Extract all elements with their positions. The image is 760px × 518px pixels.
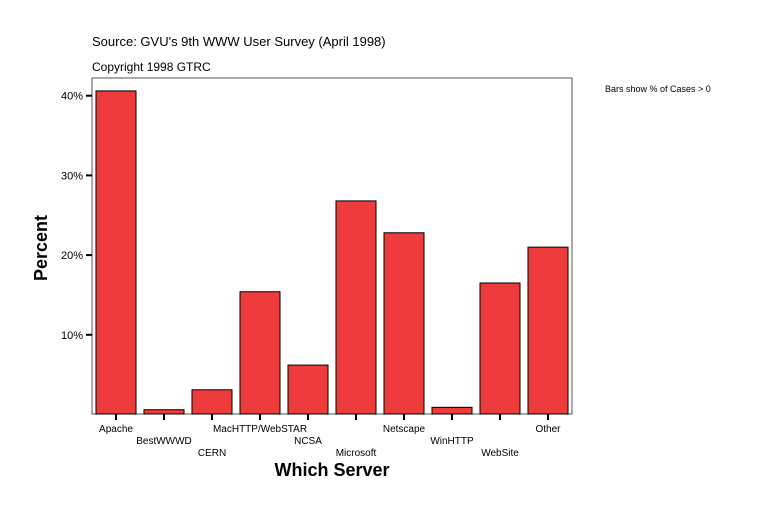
bar: [239, 291, 281, 415]
y-axis-title: Percent: [31, 215, 51, 281]
bar: [143, 409, 185, 415]
copyright-text: Copyright 1998 GTRC: [92, 60, 211, 74]
x-tick-label: BestWWWD: [136, 436, 192, 447]
bar: [335, 200, 377, 415]
bar: [479, 282, 521, 415]
x-axis-title: Which Server: [274, 460, 389, 480]
y-tick-label: 10%: [61, 330, 83, 342]
x-tick-label: WinHTTP: [430, 436, 474, 447]
x-tick-label: NCSA: [294, 436, 322, 447]
bar: [527, 246, 569, 415]
y-axis: 10% 20% 30% 40%: [61, 91, 92, 342]
note-text: Bars show % of Cases > 0: [605, 84, 711, 94]
x-tick-label: WebSite: [481, 448, 519, 459]
bar: [95, 90, 137, 415]
y-tick-label: 40%: [61, 91, 83, 103]
source-text: Source: GVU's 9th WWW User Survey (April…: [92, 34, 386, 49]
bar: [287, 364, 329, 415]
x-tick-label: Apache: [99, 424, 133, 435]
x-tick-label: Microsoft: [336, 448, 377, 459]
x-tick-label: CERN: [198, 448, 226, 459]
x-tick-label: Netscape: [383, 424, 426, 435]
x-tick-label: Other: [535, 424, 561, 435]
bar: [191, 389, 233, 415]
bar: [383, 232, 425, 415]
bar: [431, 406, 473, 415]
y-tick-label: 20%: [61, 250, 83, 262]
y-tick-label: 30%: [61, 170, 83, 182]
x-tick-label: MacHTTP/WebSTAR: [213, 424, 307, 435]
